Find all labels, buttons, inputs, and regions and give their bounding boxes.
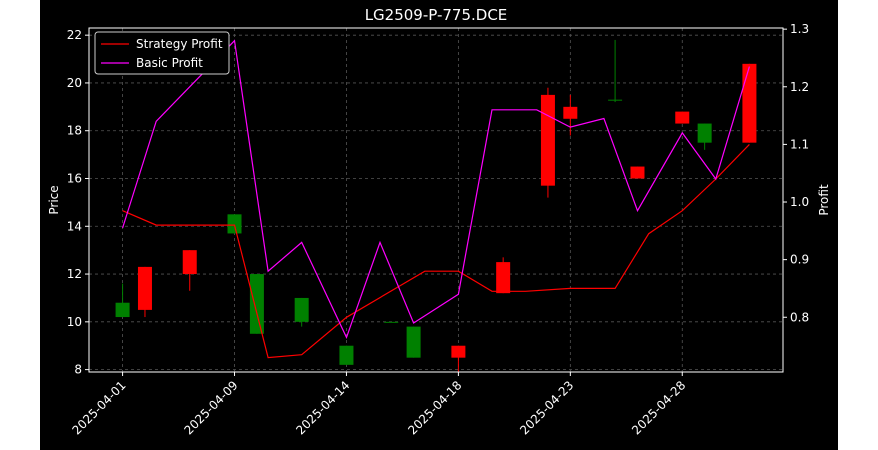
- y-tick-label-left: 14: [67, 219, 82, 233]
- candle-body: [742, 63, 757, 143]
- candle-body: [137, 266, 152, 310]
- x-tick-label: 2025-04-09: [181, 378, 240, 437]
- y-tick-label-left: 22: [67, 28, 82, 42]
- line-basic-profit: [122, 39, 750, 339]
- candle-body: [563, 106, 578, 119]
- candlestick-chart: 8 10 12 14 16 18 20 22 0.8 0.9 1.0 1.1 1.2 1.3 2025-…: [47, 6, 831, 437]
- y-tick-label-left: 8: [74, 363, 82, 377]
- y-tick-label-right: 1.2: [790, 80, 809, 94]
- y-tick-label-left: 20: [67, 76, 82, 90]
- x-tick-label: 2025-04-23: [517, 378, 576, 437]
- candle-body: [115, 302, 130, 318]
- y-axis-label-right: Profit: [817, 184, 831, 216]
- line-strategy-profit: [122, 143, 750, 359]
- grid: [89, 28, 783, 372]
- candle-body: [451, 345, 466, 358]
- x-axis: 2025-04-01 2025-04-09 2025-04-14 2025-04-18…: [69, 372, 688, 437]
- candle-body: [227, 214, 242, 234]
- x-tick-label: 2025-04-28: [629, 378, 688, 437]
- candle-body: [540, 94, 555, 186]
- candle-body: [339, 345, 354, 365]
- figure: 8 10 12 14 16 18 20 22 0.8 0.9 1.0 1.1 1.2 1.3 2025-…: [40, 0, 838, 450]
- candle-body: [496, 262, 511, 294]
- legend-label-strategy-profit: Strategy Profit: [136, 37, 223, 51]
- candle-body: [608, 99, 623, 101]
- candle-body: [182, 250, 197, 275]
- candle-body: [249, 274, 264, 334]
- y-tick-label-right: 0.9: [790, 253, 809, 267]
- legend-label-basic-profit: Basic Profit: [136, 56, 203, 70]
- axes-frame: [88, 27, 784, 373]
- y-tick-label-right: 1.0: [790, 195, 809, 209]
- candle-body: [406, 326, 421, 358]
- candle-body: [675, 111, 690, 124]
- legend: Strategy Profit Basic Profit: [94, 31, 230, 75]
- profit-lines: [122, 39, 750, 359]
- y-tick-label-right: 0.8: [790, 310, 809, 324]
- x-tick-label: 2025-04-14: [293, 378, 352, 437]
- left-axis: 8 10 12 14 16 18 20 22: [67, 28, 89, 377]
- y-tick-label-left: 12: [67, 267, 82, 281]
- right-axis: 0.8 0.9 1.0 1.1 1.2 1.3: [783, 22, 809, 324]
- x-tick-label: 2025-04-18: [405, 378, 464, 437]
- candle-body: [697, 123, 712, 143]
- chart-title: LG2509-P-775.DCE: [365, 6, 508, 24]
- candles: [115, 39, 757, 372]
- y-tick-label-left: 10: [67, 315, 82, 329]
- candle-body: [384, 321, 399, 323]
- x-tick-label: 2025-04-01: [69, 378, 128, 437]
- y-tick-label-right: 1.3: [790, 22, 809, 36]
- y-tick-label-right: 1.1: [790, 137, 809, 151]
- y-tick-label-left: 18: [67, 124, 82, 138]
- candle-body: [630, 166, 645, 179]
- y-axis-label-left: Price: [47, 185, 61, 214]
- candle-body: [294, 297, 309, 322]
- y-tick-label-left: 16: [67, 172, 82, 186]
